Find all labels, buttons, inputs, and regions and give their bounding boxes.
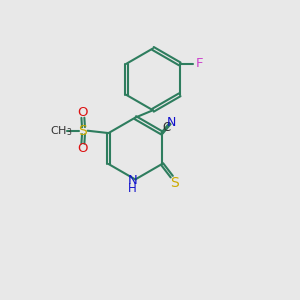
Text: CH$_3$: CH$_3$ — [50, 124, 72, 138]
Text: O: O — [78, 106, 88, 119]
Text: H: H — [128, 182, 137, 195]
Text: N: N — [166, 116, 176, 129]
Text: S: S — [79, 124, 87, 138]
Text: S: S — [170, 176, 179, 190]
Text: O: O — [78, 142, 88, 155]
Text: C: C — [163, 121, 171, 134]
Text: F: F — [195, 57, 203, 70]
Text: N: N — [128, 174, 137, 188]
